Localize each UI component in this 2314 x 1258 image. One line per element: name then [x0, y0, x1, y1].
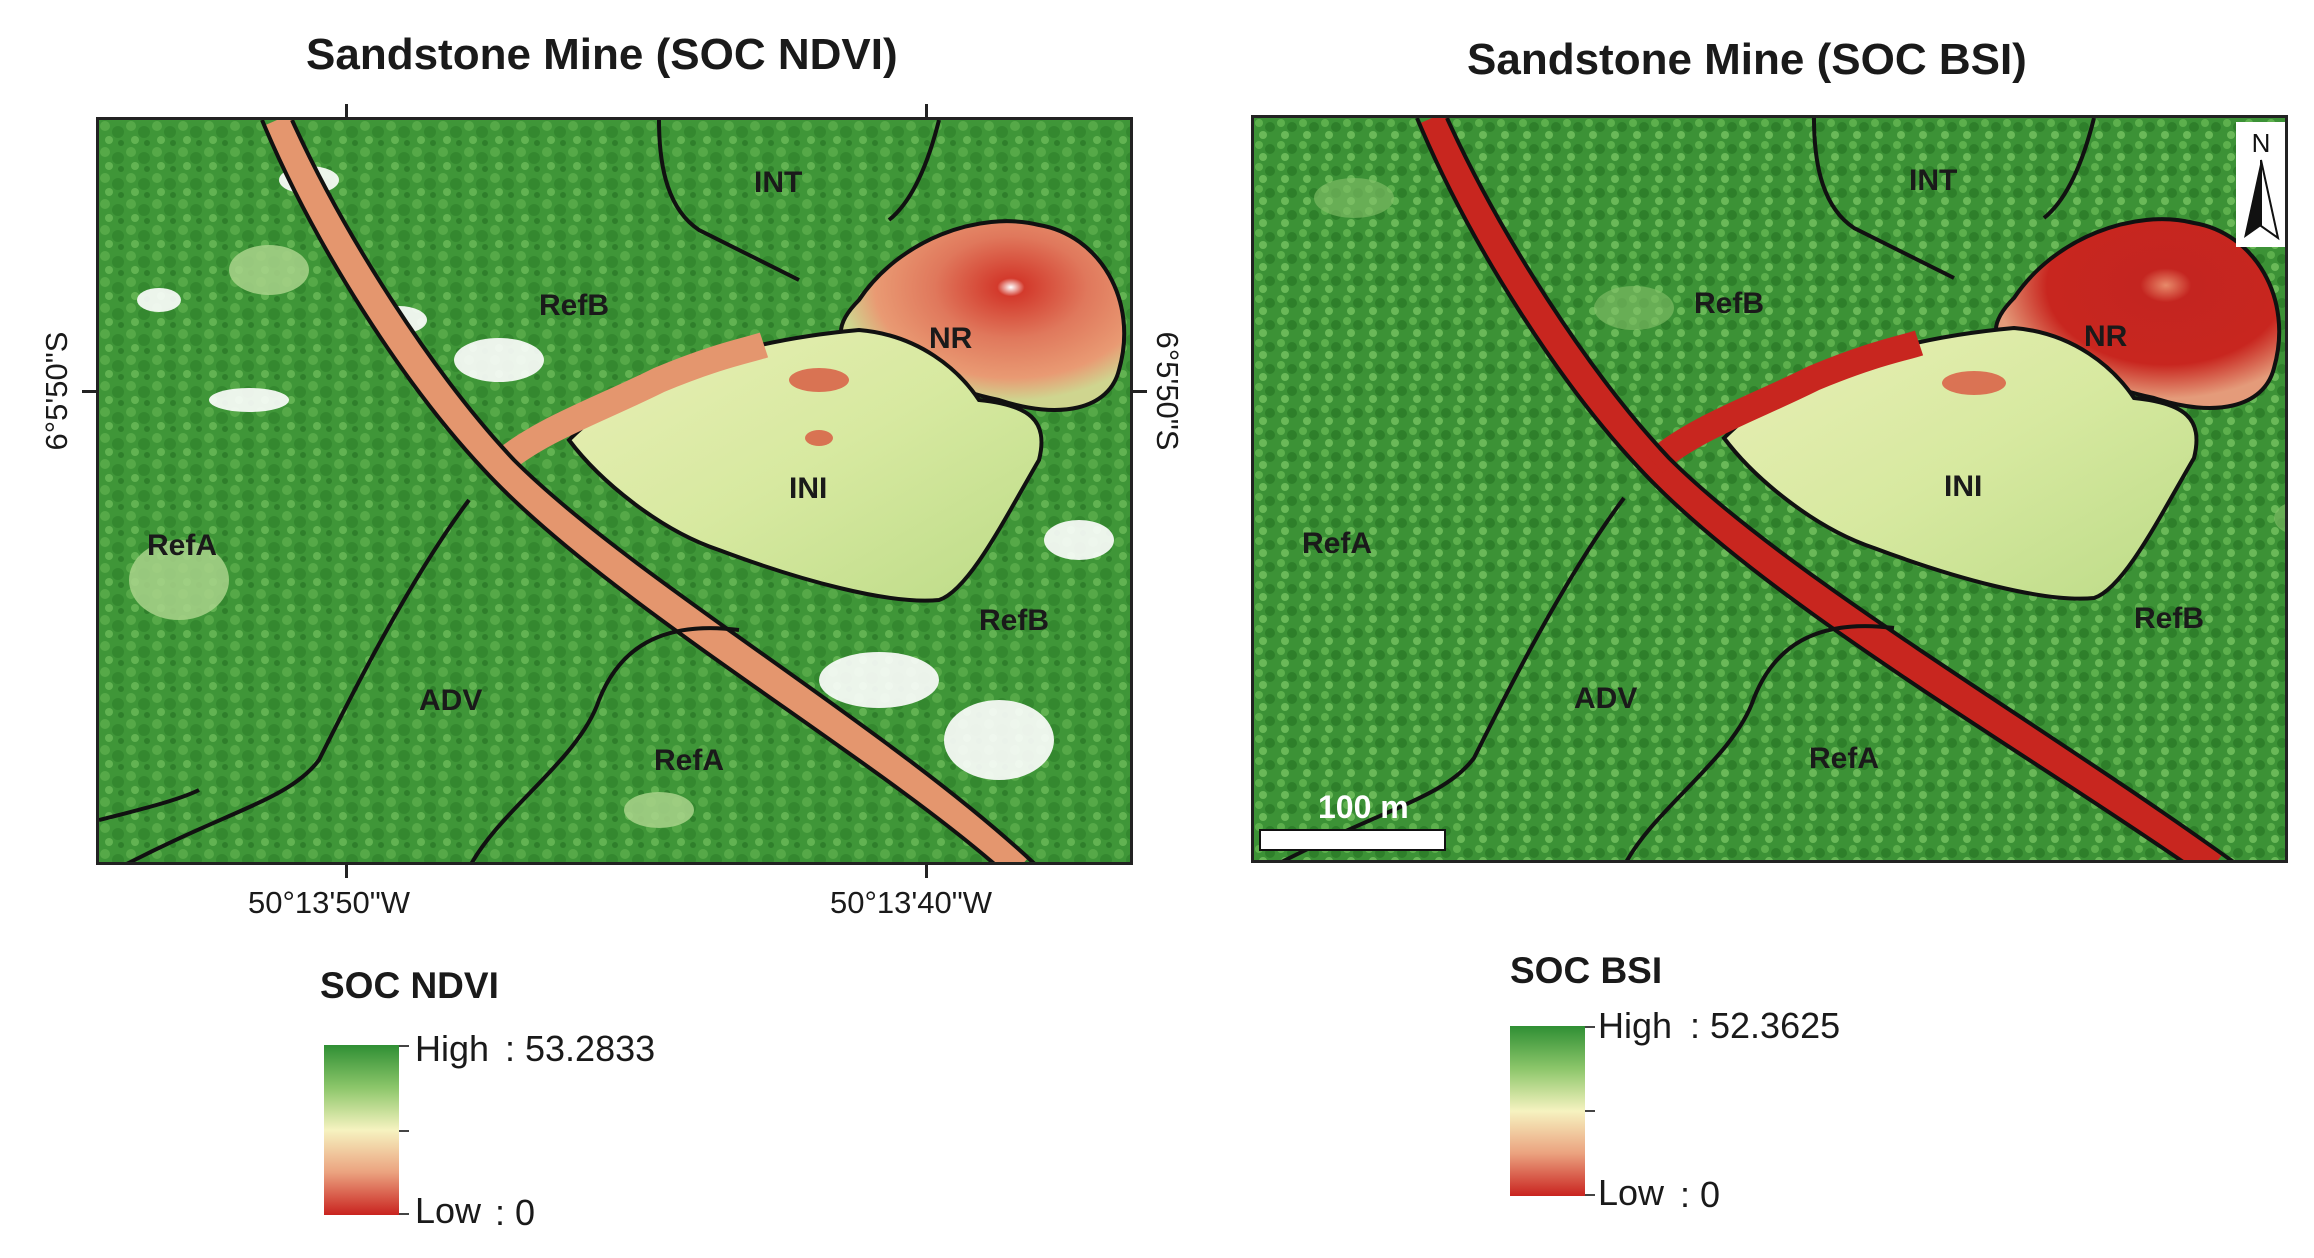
region-label-int: INT	[754, 166, 802, 199]
light-green-patches	[129, 245, 694, 828]
road-branch	[1645, 330, 1924, 473]
region-label-refa-2: RefA	[654, 744, 724, 777]
region-label-refb: RefB	[539, 289, 609, 322]
map-frame-bsi[interactable]: INT RefB NR INI RefA RefB ADV RefA N 100…	[1251, 115, 2288, 863]
map-title-ndvi: Sandstone Mine (SOC NDVI)	[306, 30, 898, 79]
bare-spot	[1942, 371, 2006, 395]
map-frame-ndvi[interactable]: INT RefB NR INI RefA RefB ADV RefA	[96, 117, 1133, 865]
tick-bottom-2	[925, 864, 928, 878]
region-label-int: INT	[1909, 164, 1957, 197]
tick-right	[1133, 390, 1147, 393]
tick-left	[82, 390, 96, 393]
zone-boundaries	[1281, 118, 2096, 860]
ini-area[interactable]	[1721, 325, 2199, 601]
bare-spot	[789, 368, 849, 392]
region-label-refb-2: RefB	[2134, 602, 2204, 635]
legend-high-value-ndvi: : 53.2833	[505, 1028, 656, 1069]
legend-low-label-ndvi: Low	[415, 1190, 482, 1231]
bare-spot	[805, 430, 833, 446]
map-canvas-bsi: INT RefB NR INI RefA RefB ADV RefA N 100…	[1254, 118, 2285, 860]
region-label-nr: NR	[929, 322, 973, 355]
scale-bar: 100 m	[1259, 789, 1446, 851]
region-label-nr: NR	[2084, 320, 2128, 353]
tick-bottom-1	[345, 864, 348, 878]
legend-high-label-bsi: High	[1598, 1005, 1673, 1046]
region-label-ini: INI	[1944, 470, 1982, 503]
legend-title-ndvi: SOC NDVI	[320, 965, 499, 1006]
zone-boundaries	[99, 120, 941, 862]
legend-colorbar-bsi	[1510, 1026, 1585, 1196]
region-label-ini: INI	[789, 472, 827, 505]
legend-title-bsi: SOC BSI	[1510, 950, 1663, 991]
road	[1418, 118, 2223, 860]
legend-low-value-ndvi: : 0	[495, 1192, 536, 1233]
road-branch	[490, 332, 769, 475]
region-label-refb: RefB	[1694, 287, 1764, 320]
road	[263, 120, 1030, 862]
region-label-adv: ADV	[419, 684, 482, 717]
region-label-refa: RefA	[1302, 527, 1372, 560]
legend-high-label-ndvi: High	[415, 1028, 490, 1069]
ini-area[interactable]	[566, 327, 1044, 603]
tick-top-2	[925, 104, 928, 118]
legend-colorbar-ndvi	[324, 1045, 399, 1215]
map-canvas-ndvi: INT RefB NR INI RefA RefB ADV RefA	[99, 120, 1130, 862]
legend-tick-mid	[1585, 1110, 1595, 1112]
region-label-refb-2: RefB	[979, 604, 1049, 637]
legend-low-label-bsi: Low	[1598, 1172, 1665, 1213]
lat-label-left: 6°5'50"S	[39, 331, 74, 451]
tick-top-1	[345, 104, 348, 118]
light-green-patches	[1314, 178, 2285, 532]
north-arrow-label: N	[2252, 128, 2271, 158]
region-label-adv: ADV	[1574, 682, 1637, 715]
lon-label-2: 50°13'40"W	[830, 885, 993, 920]
region-label-refa: RefA	[147, 529, 217, 562]
legend-tick-high	[399, 1045, 409, 1047]
scale-bar-label: 100 m	[1318, 789, 1409, 825]
legend-high-value-bsi: : 52.3625	[1690, 1005, 1841, 1046]
legend-low-value-bsi: : 0	[1680, 1174, 1721, 1215]
map-title-bsi: Sandstone Mine (SOC BSI)	[1467, 35, 2027, 84]
legend-tick-low	[399, 1213, 409, 1215]
legend-tick-high	[1585, 1026, 1595, 1028]
legend-tick-low	[1585, 1194, 1595, 1196]
north-arrow-icon	[2244, 160, 2261, 238]
north-arrow: N	[2236, 122, 2285, 247]
lat-label-right: 6°5'50"S	[1150, 331, 1185, 451]
legend-tick-mid	[399, 1130, 409, 1132]
region-label-refa-2: RefA	[1809, 742, 1879, 775]
lon-label-1: 50°13'50"W	[248, 885, 411, 920]
